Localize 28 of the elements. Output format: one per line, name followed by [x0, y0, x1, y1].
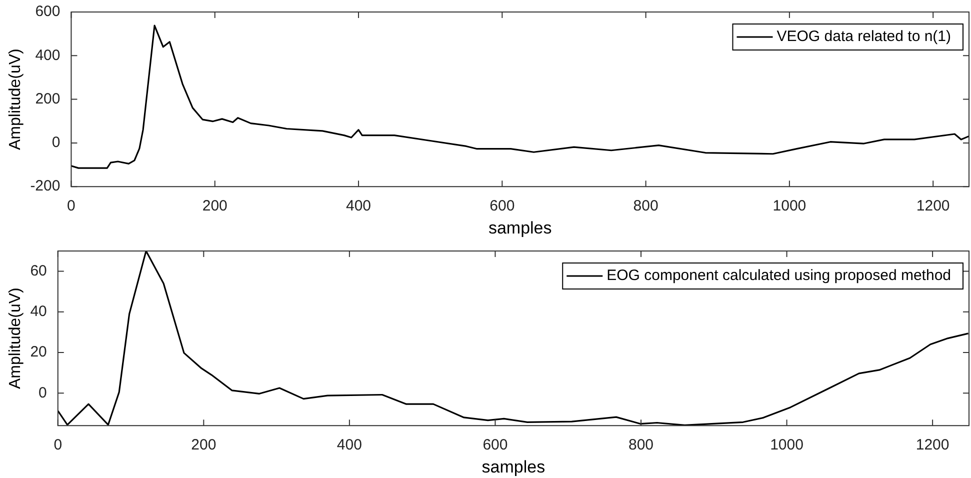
y-tick-label: 60 — [30, 262, 47, 280]
x-tick-label: 800 — [628, 436, 654, 454]
x-tick-label: 1200 — [916, 436, 950, 454]
x-tick-label: 0 — [67, 198, 76, 215]
y-tick-label: 20 — [30, 344, 47, 361]
legend-label: VEOG data related to n(1) — [776, 28, 952, 46]
y-tick-label: 400 — [35, 46, 60, 64]
y-tick-label: -200 — [30, 178, 60, 195]
x-tick-label: 1000 — [770, 436, 804, 454]
y-tick-label: 200 — [35, 90, 60, 108]
x-tick-label: 1000 — [772, 198, 806, 215]
x-tick-label: 200 — [202, 198, 228, 215]
y-tick-label: 0 — [52, 134, 60, 152]
y-tick-label: 0 — [38, 384, 47, 402]
x-axis-title: samples — [488, 218, 552, 238]
legend-label: EOG component calculated using proposed method — [606, 267, 952, 284]
x-axis-title: samples — [482, 457, 546, 476]
y-axis-title: Amplitude(uV) — [7, 48, 24, 150]
y-axis-title: Amplitude(uV) — [7, 288, 24, 389]
x-tick-label: 600 — [482, 436, 508, 454]
x-tick-label: 600 — [490, 198, 515, 215]
x-tick-label: 400 — [336, 436, 362, 454]
y-tick-label: 600 — [35, 3, 60, 20]
x-tick-label: 800 — [633, 198, 658, 215]
x-tick-label: 200 — [191, 436, 216, 454]
x-tick-label: 1200 — [916, 198, 950, 215]
y-tick-label: 40 — [30, 303, 47, 320]
x-tick-label: 400 — [346, 198, 372, 215]
